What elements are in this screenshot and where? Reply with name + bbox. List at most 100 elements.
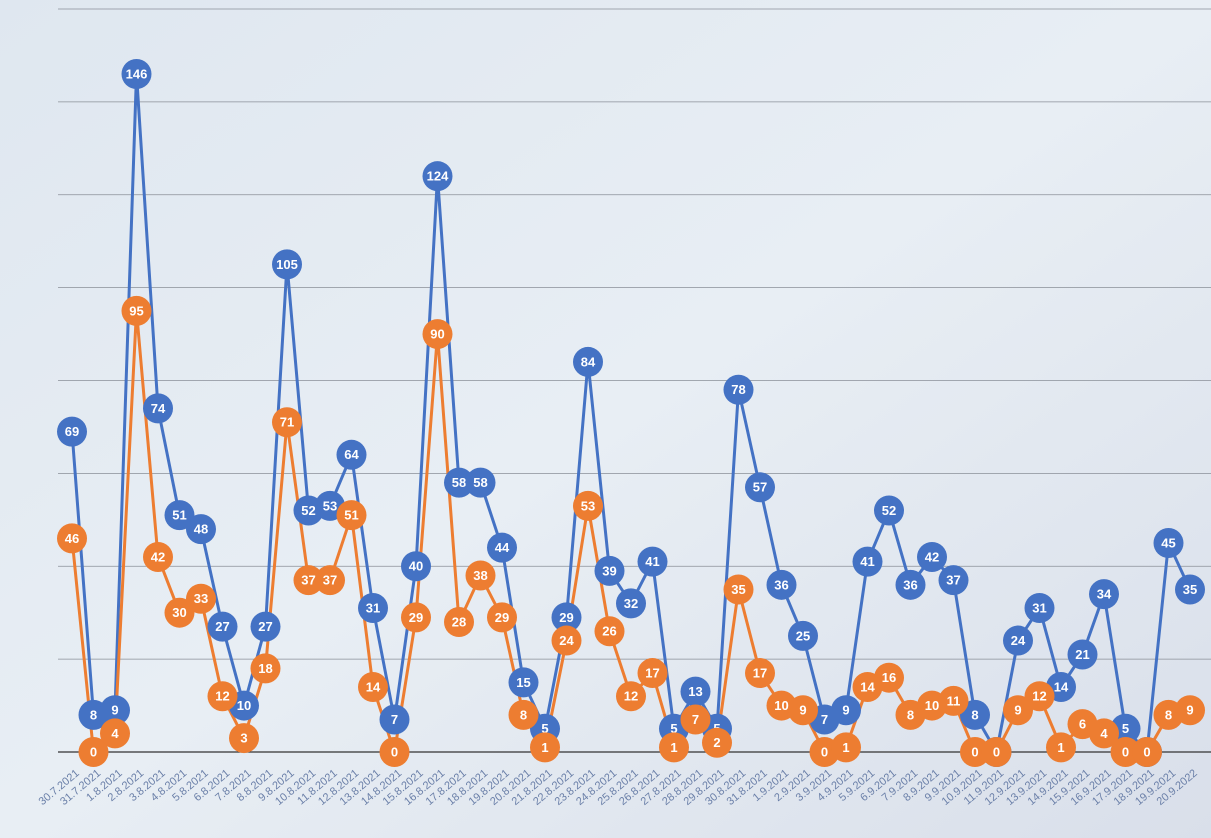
data-label: 8	[520, 707, 527, 722]
data-label: 12	[624, 689, 638, 704]
data-point	[121, 59, 152, 90]
data-label: 12	[215, 689, 229, 704]
data-point	[1110, 737, 1141, 767]
data-label: 9	[799, 703, 806, 718]
data-label: 27	[258, 619, 272, 634]
data-label: 58	[473, 475, 487, 490]
data-label: 5	[1122, 721, 1129, 736]
data-label: 46	[65, 531, 79, 546]
data-point	[358, 671, 388, 702]
data-point	[659, 732, 689, 763]
data-label: 90	[430, 327, 444, 342]
data-point	[594, 616, 625, 647]
data-point	[723, 374, 754, 405]
data-label: 14	[1054, 679, 1069, 694]
data-label: 51	[172, 508, 186, 523]
data-label: 27	[215, 619, 229, 634]
data-point	[336, 500, 367, 531]
data-label: 8	[971, 707, 978, 722]
data-point	[57, 523, 87, 554]
data-label: 74	[151, 401, 166, 416]
data-point	[1067, 639, 1098, 670]
data-label: 36	[903, 577, 917, 592]
data-label: 1	[541, 740, 548, 755]
data-label: 124	[427, 169, 449, 184]
data-point	[788, 695, 818, 726]
data-point	[1003, 695, 1033, 726]
data-label: 9	[111, 703, 118, 718]
data-label: 69	[65, 424, 79, 439]
data-point	[938, 685, 969, 716]
data-point	[100, 695, 130, 726]
data-point	[250, 653, 281, 684]
data-label: 0	[821, 744, 828, 759]
data-point	[723, 574, 754, 605]
data-label: 6	[1079, 717, 1086, 732]
data-label: 25	[796, 628, 810, 643]
data-label: 8	[907, 707, 914, 722]
data-point	[1089, 718, 1119, 749]
data-label: 45	[1161, 535, 1175, 550]
data-point	[895, 569, 926, 600]
data-label: 9	[1186, 703, 1193, 718]
data-point	[852, 546, 883, 577]
data-point	[551, 602, 582, 633]
data-point	[1046, 732, 1076, 763]
data-label: 53	[581, 498, 595, 513]
data-label: 15	[516, 675, 530, 690]
data-label: 35	[731, 582, 745, 597]
data-point	[960, 737, 990, 767]
data-label: 0	[391, 744, 398, 759]
data-label: 2	[713, 735, 720, 750]
data-point	[444, 606, 474, 637]
data-point	[745, 472, 775, 503]
data-label: 58	[452, 475, 466, 490]
data-label: 42	[151, 549, 165, 564]
data-label: 28	[452, 614, 466, 629]
data-label: 5	[541, 721, 548, 736]
data-label: 10	[237, 698, 251, 713]
data-point	[1132, 737, 1162, 767]
data-label: 4	[1100, 726, 1108, 741]
data-label: 36	[774, 577, 788, 592]
data-point	[637, 658, 668, 689]
data-point	[358, 593, 388, 624]
data-point	[465, 467, 496, 498]
data-label: 95	[129, 303, 143, 318]
data-label: 12	[1032, 689, 1046, 704]
data-label: 39	[602, 563, 616, 578]
data-label: 57	[753, 480, 767, 495]
data-label: 18	[258, 661, 272, 676]
data-point	[487, 602, 517, 633]
data-label: 8	[90, 707, 97, 722]
data-label: 10	[774, 698, 788, 713]
data-label: 7	[391, 712, 398, 727]
data-point	[874, 495, 904, 526]
data-label: 64	[344, 447, 359, 462]
data-label: 32	[624, 596, 638, 611]
data-point	[250, 611, 281, 642]
data-label: 146	[126, 66, 148, 81]
data-point	[164, 500, 195, 531]
data-label: 48	[194, 522, 208, 537]
data-point	[745, 658, 775, 689]
data-label: 29	[559, 610, 573, 625]
data-point	[702, 727, 732, 758]
data-point	[1024, 681, 1055, 712]
data-point	[1003, 625, 1033, 656]
data-label: 105	[276, 257, 298, 272]
data-point	[465, 560, 496, 591]
data-point	[637, 546, 668, 577]
data-label: 71	[280, 415, 294, 430]
data-point	[573, 490, 603, 521]
data-point	[573, 346, 603, 377]
data-label: 42	[925, 549, 939, 564]
data-label: 35	[1183, 582, 1197, 597]
data-point	[1175, 695, 1205, 726]
data-point	[401, 602, 431, 633]
data-point	[336, 439, 367, 470]
data-point	[551, 625, 582, 656]
data-label: 30	[172, 605, 186, 620]
data-point	[422, 319, 453, 350]
data-label: 21	[1075, 647, 1089, 662]
